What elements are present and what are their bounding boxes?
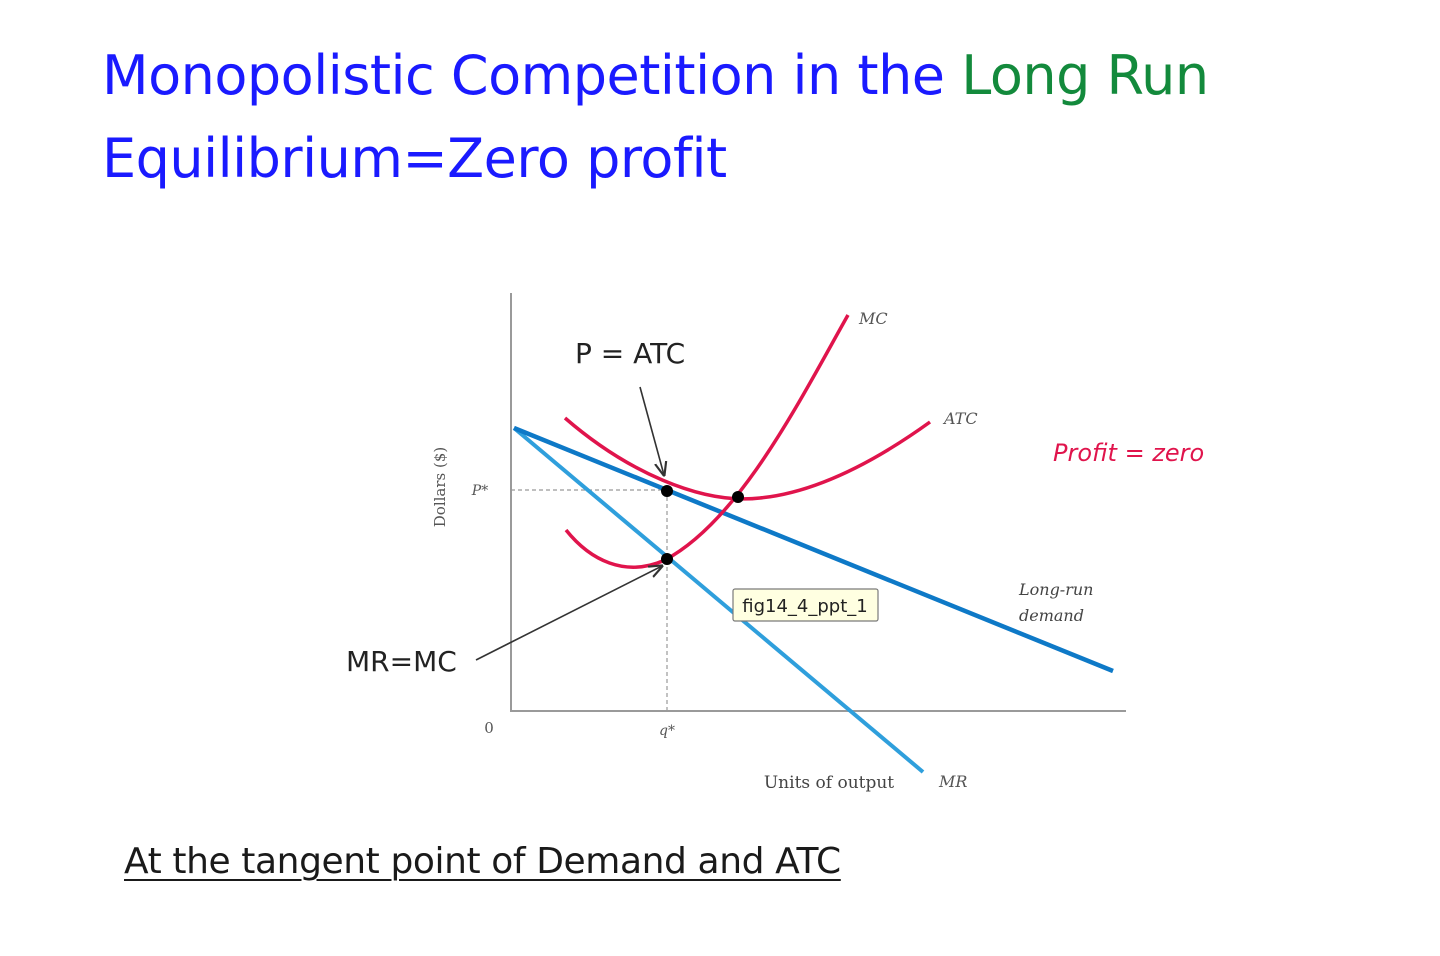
mr-curve-label: MR <box>938 772 967 791</box>
mc-curve-label: MC <box>858 309 888 328</box>
title-blue-segment: Monopolistic Competition in the <box>102 44 962 107</box>
price-tick-label: P* <box>471 483 488 499</box>
slide-title-line-1: Monopolistic Competition in the Long Run <box>102 44 1209 108</box>
atc-curve-label: ATC <box>942 409 978 428</box>
mr-mc-arrow <box>475 566 662 661</box>
mr-mc-intersection-marker <box>661 553 673 565</box>
mr-equals-mc-annotation: MR=MC <box>346 645 457 678</box>
demand-curve-label-line-1: Long-run <box>1018 580 1093 599</box>
demand-curve-label-line-2: demand <box>1019 606 1084 625</box>
filename-tooltip-text: fig14_4_ppt_1 <box>742 596 867 617</box>
origin-label: 0 <box>484 719 494 737</box>
slide-caption: At the tangent point of Demand and ATC <box>124 841 841 882</box>
profit-zero-annotation: Profit = zero <box>1053 439 1204 467</box>
x-axis-label: Units of output <box>764 773 894 793</box>
tangent-point-marker <box>661 485 673 497</box>
long-run-demand-curve <box>513 425 1114 674</box>
mc-atc-intersection-marker <box>732 491 744 503</box>
p-atc-arrow <box>639 386 664 475</box>
quantity-tick-label: q* <box>659 723 675 739</box>
mr-curve <box>512 426 925 774</box>
slide-title-line-2: Equilibrium=Zero profit <box>102 127 727 190</box>
y-axis-label: Dollars ($) <box>431 447 449 527</box>
mc-curve <box>564 314 850 569</box>
filename-tooltip: fig14_4_ppt_1 <box>732 588 879 622</box>
title-green-segment: Long Run <box>961 44 1209 107</box>
atc-curve <box>563 416 932 501</box>
p-equals-atc-annotation: P = ATC <box>575 337 685 370</box>
